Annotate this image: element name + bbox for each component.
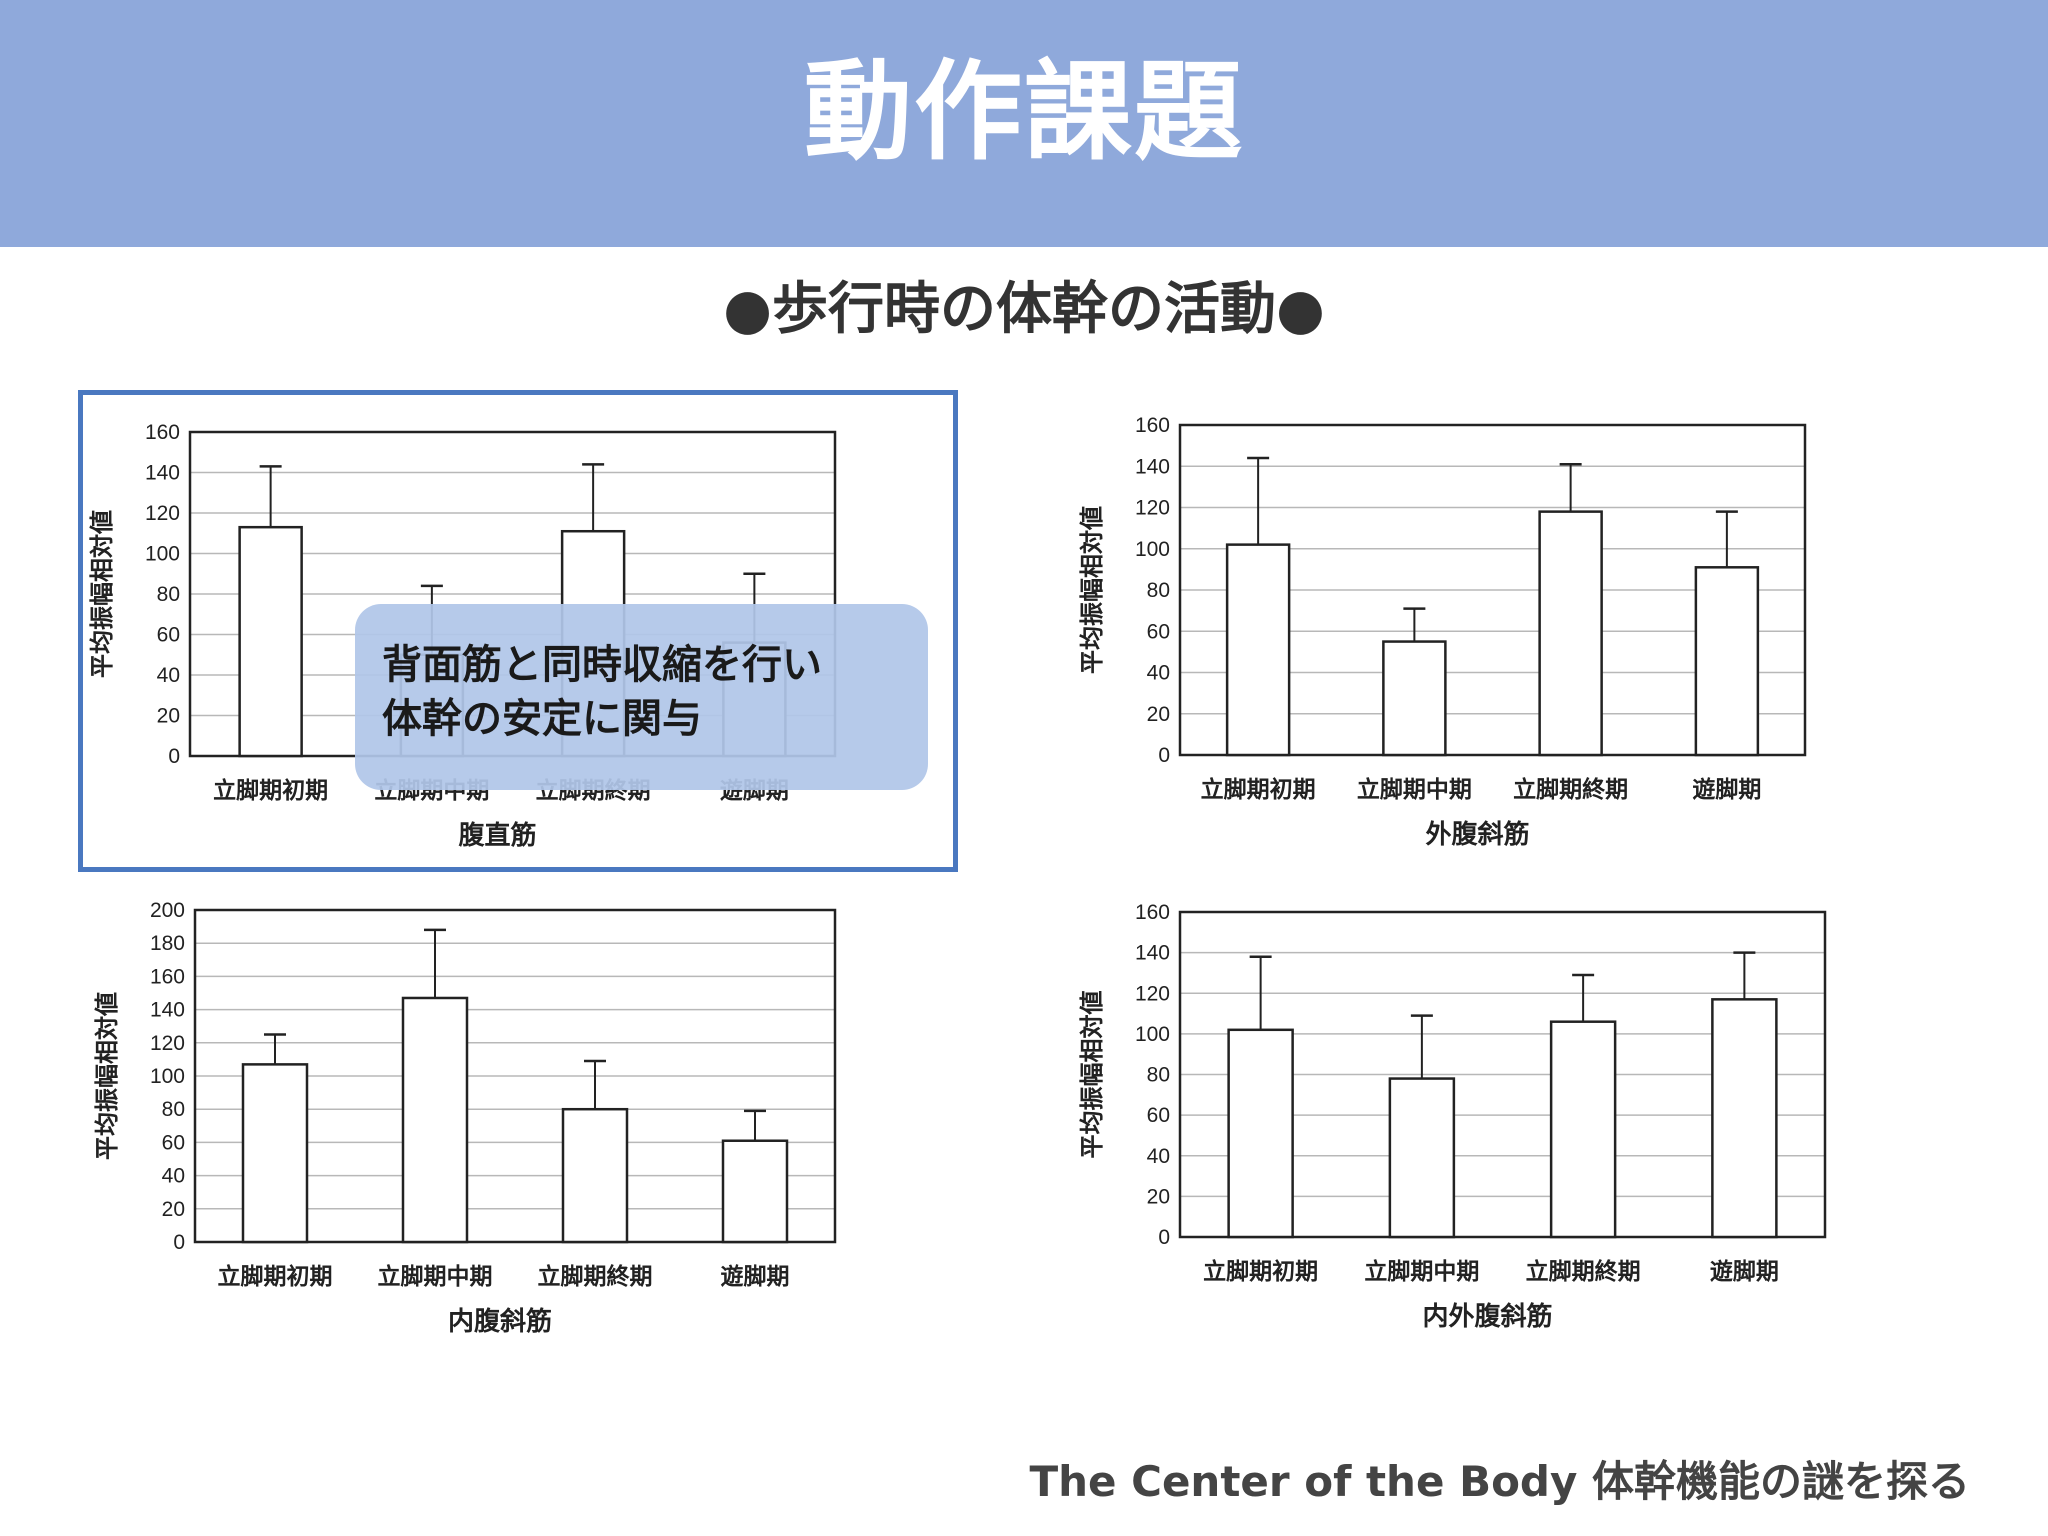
y-tick-label: 60 (1147, 620, 1170, 643)
y-tick-label: 140 (150, 999, 185, 1022)
y-tick-label: 20 (157, 705, 180, 728)
y-tick-label: 100 (145, 543, 180, 566)
bar (238, 525, 303, 758)
bar (1382, 640, 1447, 757)
bar (561, 1107, 629, 1244)
y-tick-label: 0 (168, 745, 180, 768)
y-tick-label: 180 (150, 932, 185, 955)
callout-note: 背面筋と同時収縮を行い 体幹の安定に関与 (355, 604, 928, 790)
x-tick-label: 立脚期初期 (213, 777, 328, 804)
y-tick-label: 80 (1147, 579, 1170, 602)
y-tick-label: 200 (150, 899, 185, 922)
y-axis-label: 平均振幅相対値 (1078, 991, 1106, 1159)
page-title: 動作課題 (803, 50, 1244, 175)
y-tick-label: 0 (1158, 744, 1170, 767)
x-axis-label: 内外腹斜筋 (1422, 1301, 1552, 1332)
bar (1227, 1028, 1294, 1239)
callout-line-2: 体幹の安定に関与 (382, 696, 702, 742)
y-tick-label: 20 (162, 1198, 185, 1221)
bar (1549, 1020, 1617, 1239)
y-tick-label: 100 (150, 1065, 185, 1088)
y-tick-label: 140 (1135, 455, 1170, 478)
y-axis-label: 平均振幅相対値 (93, 992, 121, 1160)
x-tick-label: 立脚期初期 (218, 1263, 333, 1290)
x-axis-label: 外腹斜筋 (1425, 819, 1529, 850)
y-tick-label: 160 (1135, 414, 1170, 437)
y-tick-label: 0 (173, 1231, 185, 1254)
chart-internal-oblique: 0 20 40 60 80 100 120 140 160 180 200 立脚期初期 立脚期中期 立脚期… (80, 885, 940, 1337)
x-tick-label: 遊脚期 (1692, 776, 1761, 803)
y-tick-label: 40 (1147, 662, 1170, 685)
footer-source: The Center of the Body 体幹機能の謎を探る (1029, 1457, 1970, 1506)
y-tick-label: 160 (145, 421, 180, 444)
y-tick-label: 160 (1135, 901, 1170, 924)
y-tick-label: 120 (1135, 497, 1170, 520)
y-tick-label: 20 (1147, 703, 1170, 726)
x-tick-label: 立脚期初期 (1201, 776, 1316, 803)
y-tick-label: 20 (1147, 1185, 1170, 1208)
x-tick-label: 立脚期終期 (1513, 776, 1628, 803)
callout-line-1: 背面筋と同時収縮を行い (382, 642, 822, 688)
bar (1225, 543, 1291, 757)
plot-frame (1178, 423, 1807, 757)
y-axis-label: 平均振幅相対値 (88, 510, 116, 678)
y-tick-label: 0 (1158, 1226, 1170, 1249)
y-tick-label: 100 (1135, 1023, 1170, 1046)
bar (1538, 510, 1603, 757)
y-tick-label: 140 (1135, 942, 1170, 965)
y-tick-label: 60 (157, 624, 180, 647)
bar (1388, 1077, 1456, 1239)
highlight-frame (78, 390, 958, 872)
y-tick-label: 80 (1147, 1064, 1170, 1087)
chart-svg: 0 20 40 60 80 100 120 140 160 立脚期初期 立脚期中期 立脚期終期 遊脚期外… (1078, 414, 1807, 850)
y-tick-label: 40 (157, 664, 180, 687)
plot-frame (1178, 910, 1827, 1239)
y-tick-label: 60 (162, 1131, 185, 1154)
x-tick-label: 立脚期中期 (1364, 1258, 1479, 1285)
x-tick-label: 遊脚期 (721, 1263, 790, 1290)
y-tick-label: 120 (1135, 982, 1170, 1005)
bar (721, 1139, 789, 1244)
x-axis-label: 内腹斜筋 (448, 1306, 552, 1337)
x-axis-label: 腹直筋 (457, 820, 536, 851)
chart-inner-external-oblique: 0 20 40 60 80 100 120 140 160 立脚期初期 立脚期中期 立脚期終期 遊脚期内… (1060, 885, 1940, 1335)
x-tick-label: 立脚期中期 (1357, 776, 1472, 803)
y-tick-label: 80 (162, 1098, 185, 1121)
y-axis-label: 平均振幅相対値 (1078, 506, 1106, 674)
y-tick-label: 120 (150, 1032, 185, 1055)
chart-svg: 0 20 40 60 80 100 120 140 160 立脚期初期 立脚期中期 立脚期終期 遊脚期内… (1078, 901, 1827, 1332)
y-tick-label: 100 (1135, 538, 1170, 561)
y-tick-label: 40 (1147, 1145, 1170, 1168)
bar (1711, 998, 1778, 1239)
x-tick-label: 立脚期終期 (538, 1263, 653, 1290)
y-tick-label: 120 (145, 502, 180, 525)
y-tick-label: 160 (150, 965, 185, 988)
y-tick-label: 40 (162, 1165, 185, 1188)
bar (401, 996, 469, 1244)
bar (241, 1063, 309, 1244)
chart-external-oblique: 0 20 40 60 80 100 120 140 160 立脚期初期 立脚期中期 立脚期終期 遊脚期外… (1060, 395, 1940, 865)
x-tick-label: 立脚期終期 (1526, 1258, 1641, 1285)
y-tick-label: 140 (145, 462, 180, 485)
x-tick-label: 立脚期中期 (378, 1263, 493, 1290)
bar (1694, 566, 1760, 757)
plot-frame (193, 908, 837, 1244)
y-tick-label: 80 (157, 583, 180, 606)
chart-svg: 0 20 40 60 80 100 120 140 160 180 200 立脚期初期 立脚期中期 立脚期… (93, 899, 837, 1337)
x-tick-label: 遊脚期 (1710, 1258, 1779, 1285)
header-bar (0, 0, 2048, 247)
page-subtitle: ●歩行時の体幹の活動● (723, 277, 1325, 342)
x-tick-label: 立脚期初期 (1203, 1258, 1318, 1285)
y-tick-label: 60 (1147, 1104, 1170, 1127)
